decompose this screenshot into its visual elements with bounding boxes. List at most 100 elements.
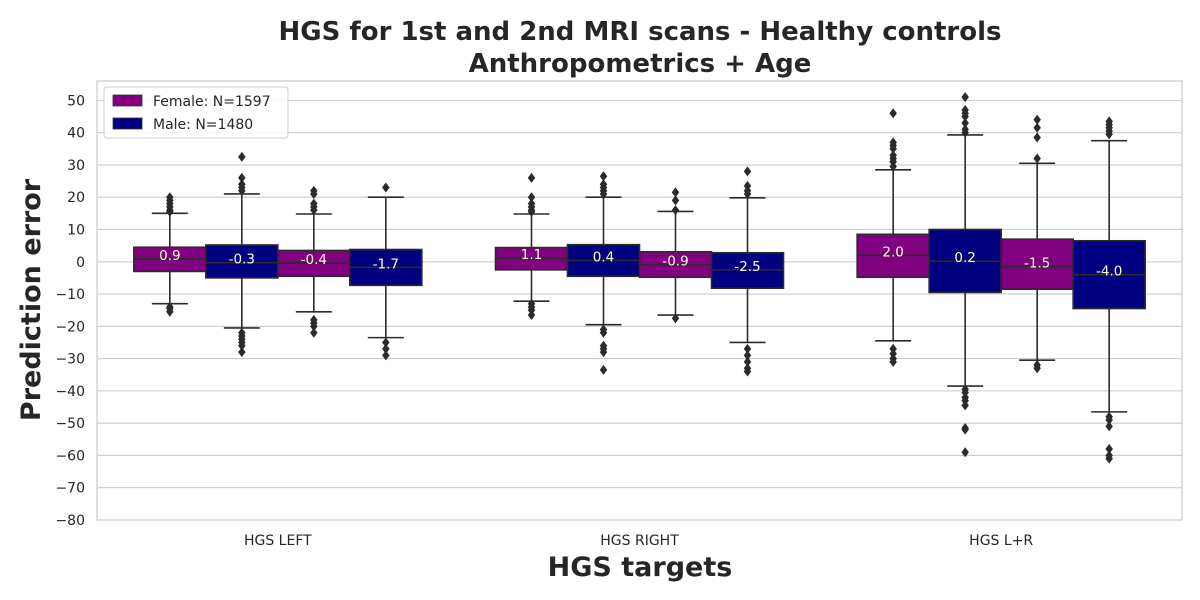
y-tick-label: 10 [67,222,85,238]
y-tick-label: 0 [76,255,85,271]
outlier-point [1105,116,1113,127]
outlier-point [1105,453,1113,464]
outlier-point [238,172,246,183]
outlier-point [889,108,897,119]
x-tick-label: HGS LEFT [244,533,312,549]
box-11: -1.5 [1000,114,1074,374]
outlier-point [961,117,969,128]
box-6: 0.4 [566,171,641,375]
x-tick-label: HGS L+R [969,533,1033,549]
outlier-point [527,192,536,203]
y-tick-label: 30 [67,158,85,174]
median-label: 0.4 [593,249,614,265]
outlier-point [527,198,536,209]
median-label: -1.7 [373,256,399,272]
y-tick-label: 50 [67,93,85,109]
outlier-point [1033,363,1041,374]
outlier-point [671,313,680,324]
outlier-point [671,195,680,206]
y-tick-label: −80 [55,513,85,529]
y-tick-label: 40 [67,126,85,142]
median-label: 0.2 [954,250,975,266]
outlier-point [671,205,680,216]
outlier-point [527,172,536,183]
legend-swatch-male [112,117,143,130]
outlier-point [238,151,246,162]
box-iqr [1000,238,1074,291]
median-label: 2.0 [882,244,903,260]
gridlines [97,99,1182,521]
outlier-point [310,198,318,209]
plot-frame [96,80,1183,521]
outlier-point [599,179,608,190]
outlier-point [382,182,390,193]
outlier-point [743,166,752,177]
outlier-point [599,171,608,182]
outlier-point [889,150,897,161]
outlier-point [671,187,680,198]
box-10: 0.2 [928,92,1002,458]
outlier-point [961,105,969,116]
outlier-point [743,366,752,377]
y-tick-label: −40 [55,384,85,400]
y-tick-label: −20 [55,319,85,335]
outlier-point [382,350,390,361]
y-tick-label: −50 [55,416,85,432]
median-label: -0.9 [662,254,688,270]
y-tick-label: −60 [55,448,85,464]
box-9: 2.0 [856,108,930,367]
box-12: -4.0 [1072,116,1146,464]
x-axis-title: HGS targets [548,552,733,583]
outlier-point [166,301,174,312]
outlier-point [599,347,608,358]
median-label: 1.1 [521,247,542,263]
box-iqr [205,244,279,279]
y-axis-title: Prediction error [16,178,47,421]
legend-label-female: Female: N=1597 [153,94,271,110]
y-tick-label: 20 [67,190,85,206]
outlier-point [527,310,536,321]
median-label: -4.0 [1096,264,1122,280]
median-label: -2.5 [734,259,760,275]
outlier-point [599,364,608,375]
outlier-point [1033,122,1041,133]
outlier-point [961,124,969,135]
outlier-point [310,185,318,196]
box-1: 0.9 [133,192,207,317]
box-7: -0.9 [638,187,713,324]
outlier-point [889,137,897,148]
box-5: 1.1 [494,172,569,321]
box-2: -0.3 [205,151,279,358]
outlier-point [1033,153,1041,164]
chart-title-line-1: HGS for 1st and 2nd MRI scans - Healthy … [279,17,1002,47]
legend-frame [103,86,289,139]
y-axis-ticks: −80 −70 −60 −50 −40 −30 −20 −10 0 10 20 30 40 50 [55,93,85,529]
outlier-point [1033,132,1041,143]
box-8: -2.5 [710,166,785,377]
legend-swatch-female [112,94,143,107]
median-label: -1.5 [1024,256,1050,272]
legend-label-male: Male: N=1480 [153,117,253,133]
median-label: -0.4 [301,252,327,268]
outlier-point [1033,114,1041,125]
box-4: -1.7 [349,182,423,361]
chart-title-line-2: Anthropometrics + Age [469,49,812,79]
median-label: -0.3 [229,252,255,268]
outlier-point [1105,421,1113,432]
outlier-point [238,179,246,190]
outlier-point [961,92,969,103]
outlier-point [743,180,752,191]
outlier-point [889,356,897,367]
outlier-point [961,424,969,435]
x-tick-label: HGS RIGHT [600,533,679,549]
outlier-point [961,400,969,411]
outlier-point [310,327,318,338]
legend: Female: N=1597 Male: N=1480 [103,86,289,139]
x-axis-ticks: HGS LEFT HGS RIGHT HGS L+R [244,533,1033,549]
outlier-point [166,192,174,203]
outlier-point [238,347,246,358]
outlier-point [599,327,608,338]
outlier-point [961,447,969,458]
median-label: 0.9 [159,248,180,264]
